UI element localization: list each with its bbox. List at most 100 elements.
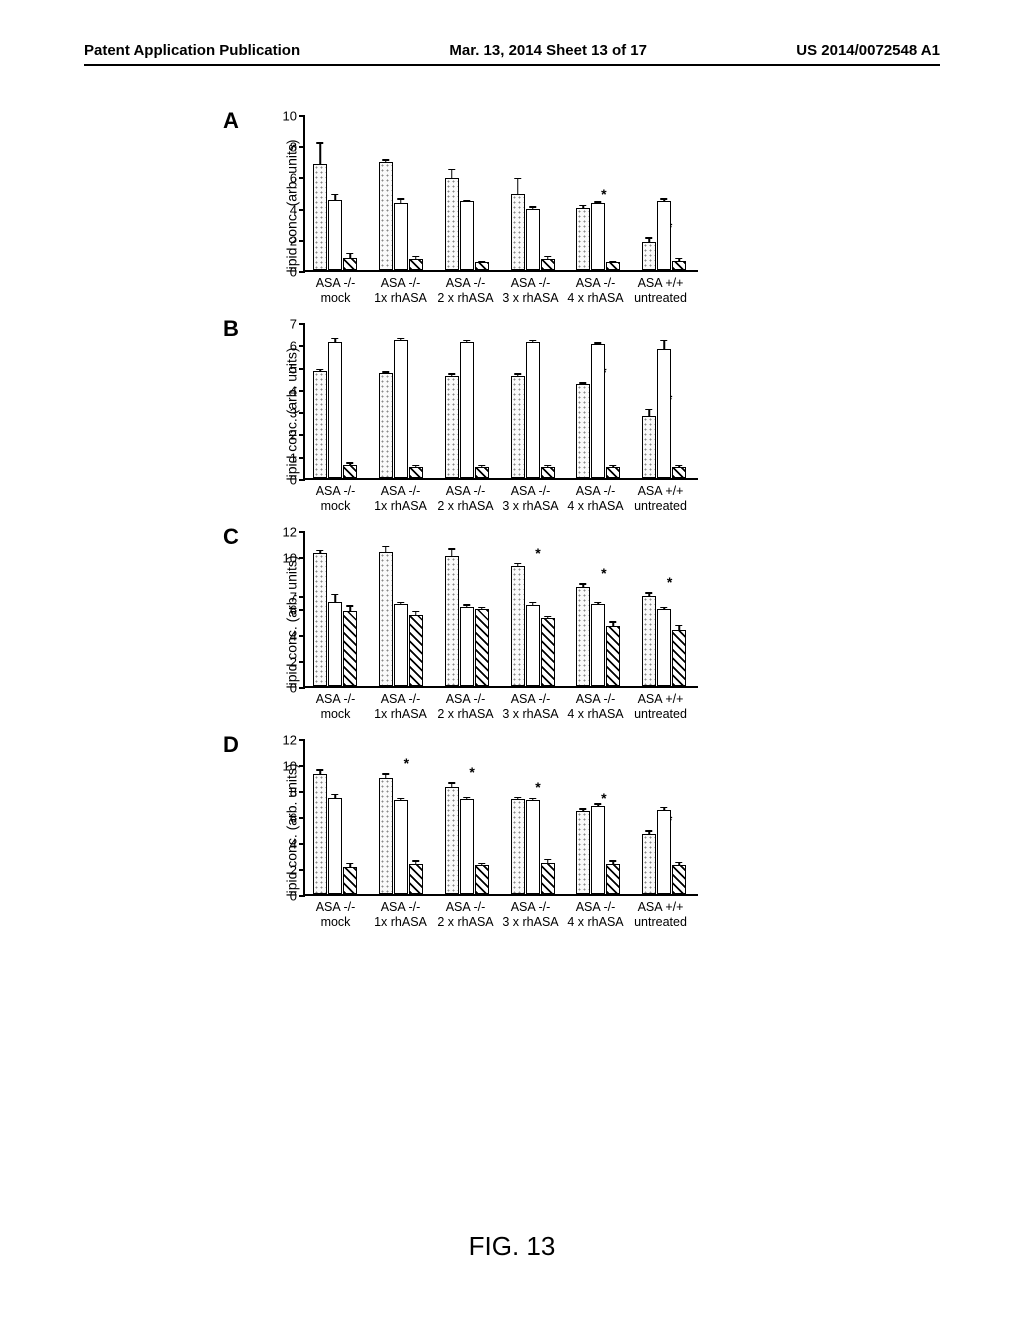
y-tick-label: 12 [277, 733, 297, 748]
bar-group [313, 553, 368, 686]
bar [460, 607, 474, 686]
error-bar [517, 179, 519, 195]
bar-group [511, 342, 566, 478]
bar [343, 258, 357, 270]
bar [511, 194, 525, 270]
error-bar [385, 372, 387, 374]
bar [657, 810, 671, 895]
y-tick [299, 843, 305, 845]
bar [445, 787, 459, 894]
header-rule [84, 64, 940, 66]
bar [576, 587, 590, 686]
plot-area: 01234567** [303, 324, 698, 480]
bar [475, 609, 489, 686]
error-bar [613, 466, 615, 468]
y-tick [299, 791, 305, 793]
error-bar [349, 864, 351, 868]
error-bar [451, 783, 453, 788]
bar [576, 384, 590, 478]
error-bar [415, 466, 417, 468]
bar [657, 349, 671, 478]
y-tick [299, 596, 305, 598]
error-bar [334, 595, 336, 603]
significance-star: * [404, 755, 409, 771]
bar [606, 626, 620, 686]
bar [526, 209, 540, 270]
bar [379, 373, 393, 478]
significance-star: * [601, 565, 606, 581]
significance-star: * [667, 574, 672, 590]
error-bar [385, 160, 387, 163]
y-tick [299, 177, 305, 179]
error-bar [517, 798, 519, 801]
y-tick [299, 457, 305, 459]
bar-group [445, 342, 500, 478]
y-tick-label: 0 [277, 889, 297, 904]
x-label: ASA -/-mock [303, 692, 368, 722]
bar-group [511, 194, 566, 270]
plot-area: 0246810** [303, 116, 698, 272]
bar [511, 566, 525, 686]
y-tick-label: 8 [277, 785, 297, 800]
error-bar [613, 861, 615, 865]
error-bar [547, 466, 549, 468]
bar [313, 164, 327, 270]
error-bar [547, 617, 549, 620]
error-bar [466, 605, 468, 608]
error-bar [400, 603, 402, 606]
y-tick-label: 10 [277, 109, 297, 124]
bar [672, 261, 686, 270]
bar [394, 604, 408, 686]
error-bar [481, 262, 483, 264]
error-bar [598, 343, 600, 345]
bar [642, 596, 656, 686]
bar [475, 467, 489, 478]
error-bar [547, 257, 549, 260]
error-bar [678, 626, 680, 631]
bar-group: * [576, 587, 631, 686]
y-tick-label: 6 [277, 811, 297, 826]
bar [526, 342, 540, 478]
plot-outer: lipid conc. (arb. units)024681012*****AS… [273, 740, 705, 920]
y-tick-label: 2 [277, 428, 297, 443]
error-bar [319, 551, 321, 555]
bar-group: * [576, 203, 631, 270]
bar [591, 806, 605, 894]
x-labels-row: ASA -/-mockASA -/-1x rhASAASA -/-2 x rhA… [303, 692, 698, 722]
y-tick [299, 661, 305, 663]
bar [672, 865, 686, 894]
bar [328, 342, 342, 478]
y-tick [299, 115, 305, 117]
y-tick [299, 240, 305, 242]
y-tick-label: 6 [277, 603, 297, 618]
bar [657, 201, 671, 270]
bar [445, 556, 459, 686]
y-tick-label: 2 [277, 655, 297, 670]
x-label: ASA -/-4 x rhASA [563, 900, 628, 930]
error-bar [400, 799, 402, 802]
bar [394, 800, 408, 894]
y-tick [299, 739, 305, 741]
x-label: ASA -/-1x rhASA [368, 692, 433, 722]
y-tick-label: 0 [277, 265, 297, 280]
plot-outer: lipid conc. (arb. units)01234567**ASA -/… [273, 324, 705, 504]
error-bar [517, 374, 519, 376]
bar [313, 553, 327, 686]
error-bar [334, 795, 336, 799]
error-bar [532, 799, 534, 802]
y-tick [299, 609, 305, 611]
plot-outer: lipid conc. (arb. units)0246810**ASA -/-… [273, 116, 705, 296]
y-tick-label: 8 [277, 140, 297, 155]
bar [606, 467, 620, 478]
y-tick [299, 479, 305, 481]
error-bar [334, 195, 336, 201]
y-tick [299, 146, 305, 148]
x-label: ASA -/-4 x rhASA [563, 692, 628, 722]
y-tick [299, 869, 305, 871]
x-label: ASA +/+untreated [628, 692, 693, 722]
x-label: ASA -/-mock [303, 484, 368, 514]
error-bar [385, 547, 387, 554]
y-tick-label: 5 [277, 361, 297, 376]
x-label: ASA -/-4 x rhASA [563, 484, 628, 514]
error-bar [598, 804, 600, 807]
